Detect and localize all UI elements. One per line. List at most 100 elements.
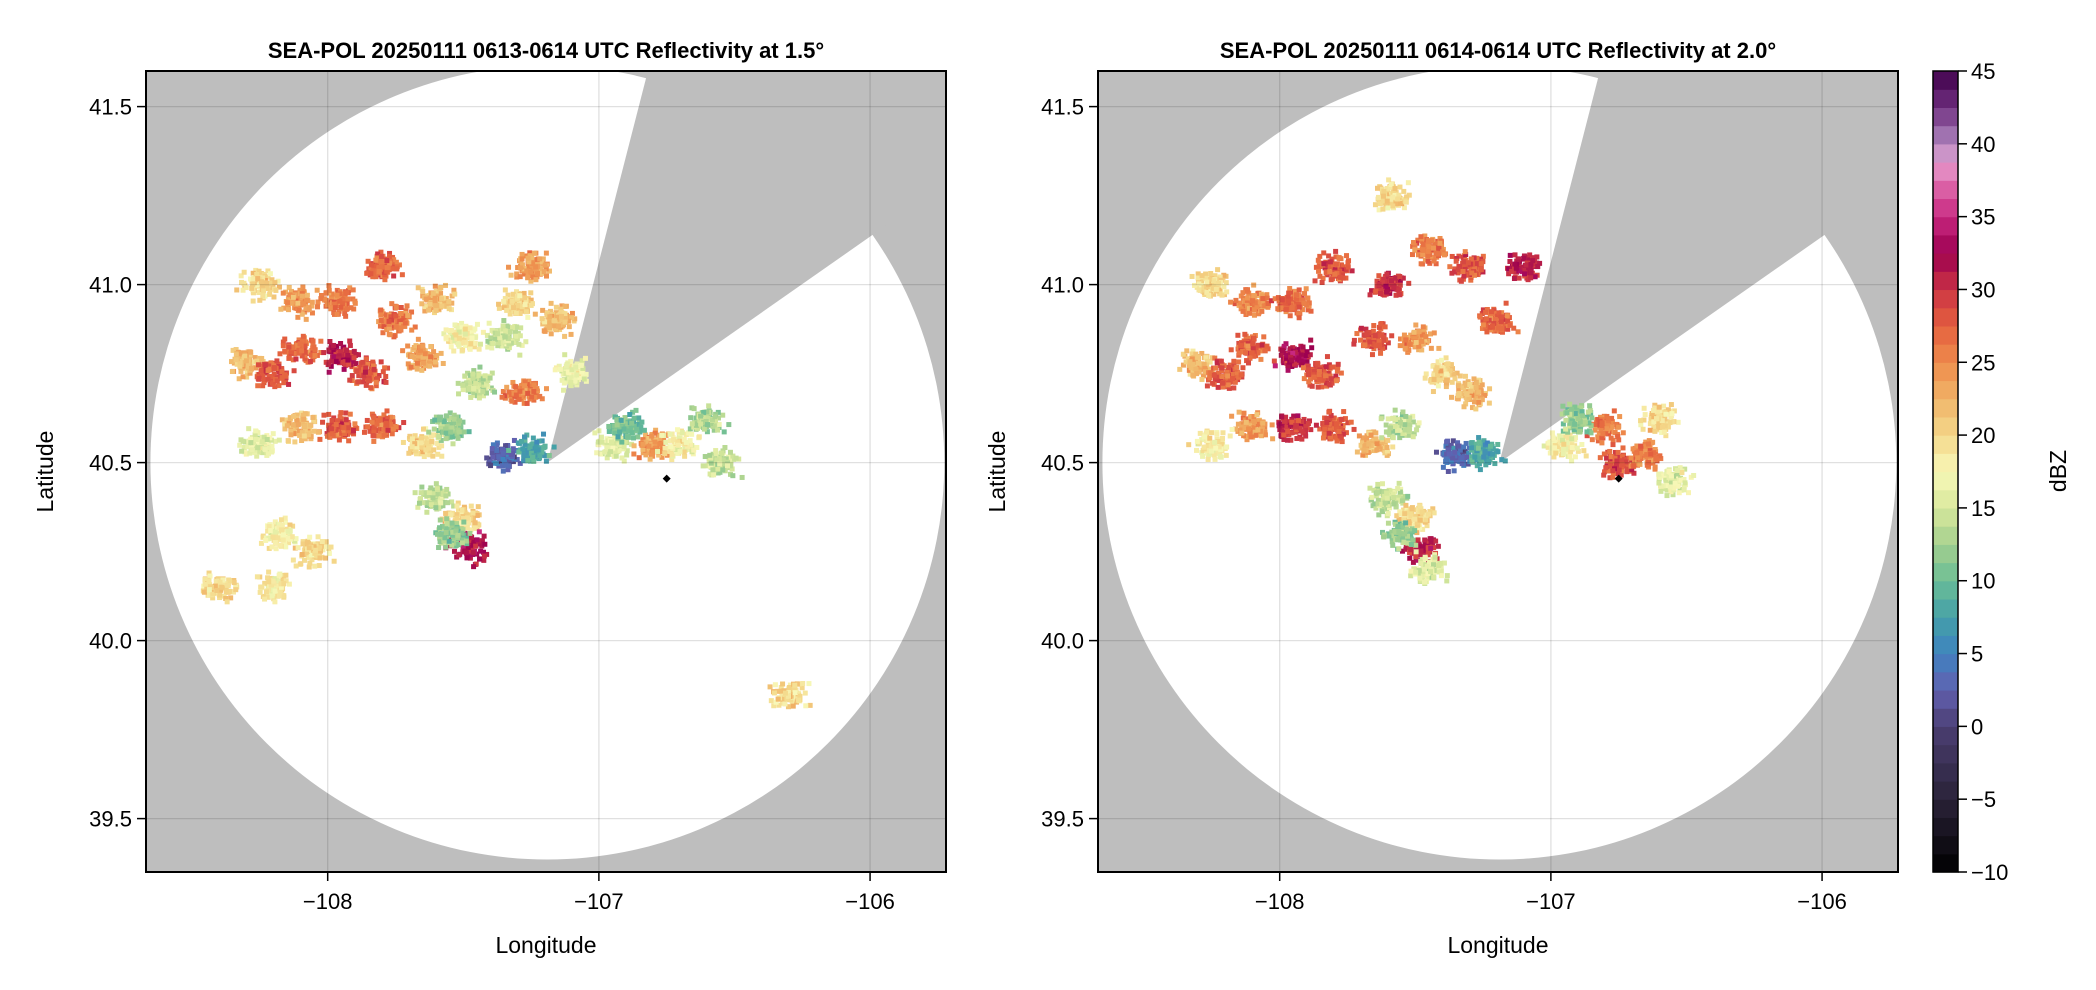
- echo-pixel: [473, 561, 479, 567]
- echo-pixel: [368, 385, 374, 391]
- echo-pixel: [481, 553, 487, 559]
- echo-pixel: [1327, 269, 1333, 275]
- echo-pixel: [349, 378, 355, 384]
- echo-pixel: [437, 417, 443, 423]
- echo-pixel: [561, 322, 567, 328]
- echo-pixel: [617, 429, 623, 435]
- echo-pixel: [1430, 245, 1436, 251]
- echo-pixel: [1522, 266, 1528, 272]
- echo-pixel: [265, 376, 271, 382]
- echo-pixel: [370, 359, 376, 365]
- echo-pixel: [505, 324, 511, 330]
- echo-pixel: [1499, 310, 1505, 316]
- echo-pixel: [312, 563, 318, 569]
- echo-pixel: [443, 295, 449, 301]
- echo-cell: [654, 427, 702, 463]
- echo-pixel: [434, 498, 440, 504]
- echo-pixel: [384, 422, 390, 428]
- echo-pixel: [229, 369, 235, 375]
- echo-pixel: [613, 414, 619, 420]
- echo-pixel: [489, 327, 495, 333]
- echo-pixel: [288, 428, 294, 434]
- echo-pixel: [484, 381, 490, 387]
- echo-pixel: [524, 304, 530, 310]
- echo-pixel: [556, 363, 562, 369]
- echo-pixel: [526, 378, 532, 384]
- echo-pixel: [432, 359, 438, 365]
- echo-pixel: [283, 572, 289, 578]
- echo-pixel: [460, 419, 466, 425]
- echo-pixel: [273, 532, 279, 538]
- echo-pixel: [568, 383, 574, 389]
- echo-pixel: [544, 312, 550, 318]
- echo-pixel: [1460, 254, 1466, 260]
- echo-pixel: [444, 521, 450, 527]
- echo-pixel: [568, 331, 574, 337]
- echo-pixel: [794, 681, 800, 687]
- echo-pixel: [492, 389, 498, 395]
- echo-pixel: [704, 409, 710, 415]
- echo-pixel: [736, 456, 742, 462]
- echo-pixel: [533, 394, 539, 400]
- echo-pixel: [1317, 273, 1323, 279]
- echo-pixel: [703, 418, 709, 424]
- echo-pixel: [659, 432, 665, 438]
- echo-pixel: [1221, 284, 1227, 290]
- echo-pixel: [1526, 265, 1532, 271]
- echo-pixel: [413, 343, 419, 349]
- echo-pixel: [374, 421, 380, 427]
- echo-pixel: [1480, 253, 1486, 259]
- echo-pixel: [377, 425, 383, 431]
- echo-pixel: [432, 502, 438, 508]
- echo-pixel: [727, 463, 733, 469]
- echo-pixel: [1296, 311, 1302, 317]
- echo-pixel: [383, 312, 389, 318]
- echo-pixel: [508, 272, 514, 278]
- echo-pixel: [424, 502, 430, 508]
- echo-pixel: [454, 512, 460, 518]
- echo-pixel: [496, 301, 502, 307]
- echo-pixel: [378, 260, 384, 266]
- echo-pixel: [519, 304, 525, 310]
- echo-pixel: [1437, 240, 1443, 246]
- echo-pixel: [311, 544, 317, 550]
- echo-pixel: [543, 458, 549, 464]
- echo-pixel: [1396, 192, 1402, 198]
- echo-pixel: [524, 400, 530, 406]
- echo-pixel: [282, 336, 288, 342]
- echo-pixel: [516, 396, 522, 402]
- echo-pixel: [659, 454, 665, 460]
- echo-pixel: [1386, 177, 1392, 183]
- echo-pixel: [478, 548, 484, 554]
- echo-pixel: [1418, 261, 1424, 267]
- echo-pixel: [1439, 244, 1445, 250]
- echo-pixel: [408, 364, 414, 370]
- echo-pixel: [329, 291, 335, 297]
- echo-pixel: [268, 582, 274, 588]
- echo-pixel: [276, 572, 282, 578]
- echo-pixel: [621, 426, 627, 432]
- echo-pixel: [432, 417, 438, 423]
- echo-pixel: [319, 539, 325, 545]
- echo-cell: [279, 410, 322, 445]
- echo-pixel: [792, 690, 798, 696]
- echo-pixel: [431, 426, 437, 432]
- echo-pixel: [539, 396, 545, 402]
- echo-pixel: [1286, 290, 1292, 296]
- echo-pixel: [771, 703, 777, 709]
- echo-pixel: [541, 431, 547, 437]
- echo-pixel: [1388, 278, 1394, 284]
- echo-pixel: [508, 392, 514, 398]
- echo-cell: [1189, 267, 1230, 299]
- echo-pixel: [429, 432, 435, 438]
- echo-pixel: [428, 344, 434, 350]
- echo-pixel: [1211, 278, 1217, 284]
- echo-pixel: [489, 345, 495, 351]
- echo-pixel: [397, 325, 403, 331]
- echo-pixel: [262, 447, 268, 453]
- echo-pixel: [1286, 298, 1292, 304]
- echo-pixel: [347, 377, 353, 383]
- echo-cell: [318, 283, 358, 319]
- echo-pixel: [393, 313, 399, 319]
- echo-pixel: [206, 570, 212, 576]
